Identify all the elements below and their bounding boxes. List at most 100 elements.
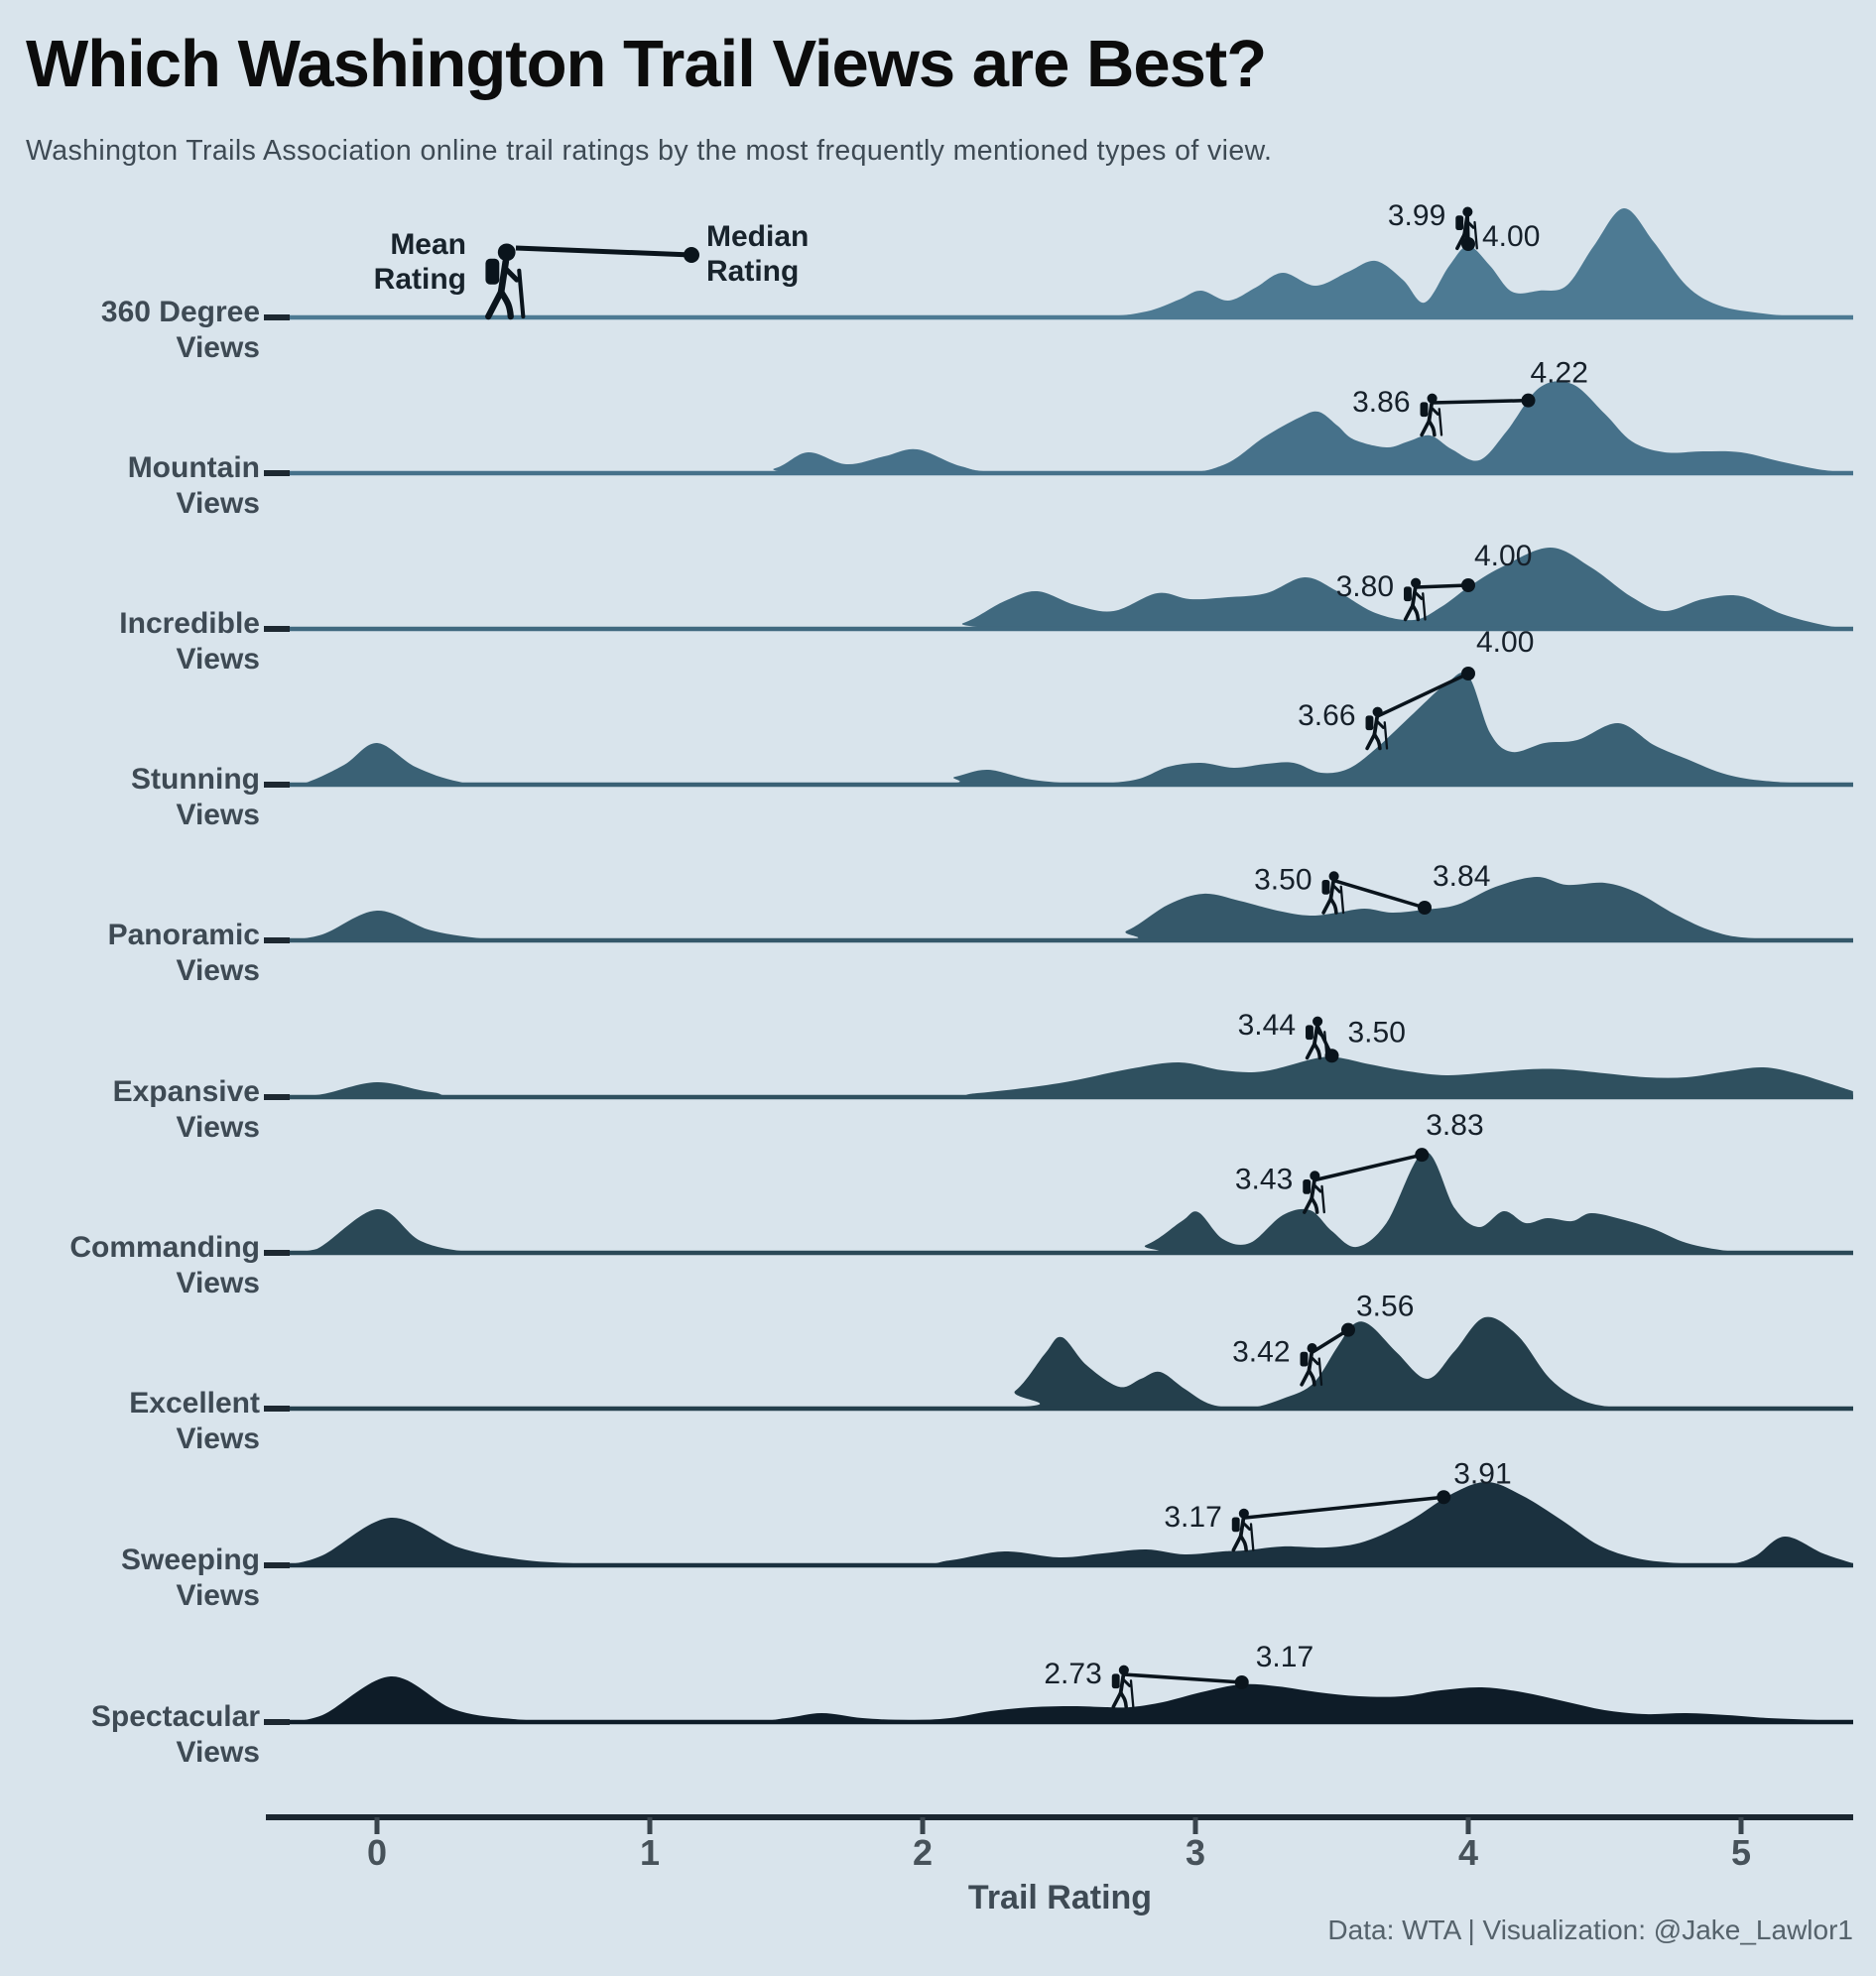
hiker-icon: [1420, 393, 1443, 437]
trekking-pole: [1438, 408, 1443, 436]
backpack: [1455, 215, 1464, 230]
mean-median-connector: [1243, 1495, 1444, 1520]
hiker-icon: [1321, 871, 1345, 915]
backpack: [1231, 1517, 1240, 1533]
legend-median-dot: [684, 247, 699, 263]
trekking-pole: [1383, 721, 1389, 750]
row-label: Commanding Views: [69, 1231, 260, 1299]
page-title: Which Washington Trail Views are Best?: [26, 27, 1267, 101]
median-value-label: 3.91: [1453, 1457, 1511, 1490]
x-axis: 0 1 2 3 4 5: [266, 1814, 1853, 1873]
trekking-pole: [1422, 592, 1427, 621]
credit-line: Data: WTA | Visualization: @Jake_Lawlor1: [1327, 1914, 1853, 1945]
legend-median-label: Median Rating: [706, 220, 810, 288]
trekking-pole: [517, 268, 526, 319]
mean-median-connector: [1432, 398, 1529, 405]
ridge-row: Stunning Views 3.66 4.00: [131, 626, 1853, 831]
trekking-pole: [1249, 1523, 1255, 1551]
mean-median-connector: [1123, 1672, 1242, 1684]
x-axis-title: Trail Rating: [967, 1879, 1153, 1916]
mean-value-label: 3.42: [1232, 1335, 1290, 1368]
axis-tick-label: 1: [640, 1832, 660, 1873]
median-value-label: 4.00: [1476, 626, 1534, 659]
ridge-row: Sweeping Views 3.17 3.91: [121, 1457, 1853, 1612]
mean-value-label: 3.43: [1235, 1164, 1293, 1196]
median-value-label: 3.84: [1433, 860, 1490, 893]
row-label: Mountain Views: [128, 451, 260, 520]
hiker-icon: [1403, 577, 1427, 622]
trekking-pole: [1323, 1031, 1328, 1059]
trekking-pole: [1129, 1679, 1135, 1708]
median-value-label: 3.17: [1256, 1641, 1313, 1673]
hiker-icon: [1231, 1508, 1255, 1552]
median-dot: [1234, 1675, 1249, 1689]
row-label: Incredible Views: [119, 607, 260, 676]
median-dot: [1341, 1322, 1355, 1337]
backpack: [1321, 880, 1330, 895]
mean-value-label: 3.80: [1336, 570, 1394, 603]
density-curve: [284, 548, 1853, 629]
ridge-row: 360 Degree Views 3.99 4.00: [101, 199, 1853, 364]
ridge-row: Incredible Views 3.80 4.00: [119, 540, 1853, 676]
backpack: [485, 258, 500, 285]
density-curve: [284, 207, 1853, 317]
row-label: Spectacular Views: [91, 1700, 260, 1769]
hiker-icon: [485, 243, 526, 320]
mean-median-connector: [1376, 672, 1469, 718]
axis-tick-label: 3: [1186, 1832, 1205, 1873]
density-curve: [284, 381, 1853, 473]
trekking-pole: [1320, 1184, 1325, 1214]
median-value-label: 3.83: [1426, 1109, 1483, 1142]
row-label: 360 Degree Views: [101, 296, 260, 364]
row-label: Stunning Views: [131, 763, 260, 831]
median-dot: [1461, 578, 1475, 592]
median-value-label: 3.56: [1356, 1291, 1414, 1323]
backpack: [1365, 715, 1374, 731]
median-dot: [1418, 901, 1432, 915]
row-label: Excellent Views: [129, 1387, 260, 1455]
mean-value-label: 3.50: [1254, 864, 1312, 897]
density-curve: [284, 1316, 1853, 1409]
median-value-label: 4.00: [1474, 540, 1532, 572]
backpack: [1404, 586, 1412, 602]
ridge-row: Commanding Views 3.43 3.83: [69, 1109, 1853, 1299]
ridge-row: Excellent Views 3.42 3.56: [129, 1291, 1853, 1455]
hiker-icon: [1455, 206, 1478, 251]
backpack: [1300, 1351, 1309, 1367]
mean-value-label: 3.66: [1298, 699, 1355, 732]
density-curve: [284, 876, 1853, 940]
median-value-label: 4.00: [1482, 220, 1540, 253]
row-label: Sweeping Views: [121, 1544, 260, 1612]
mean-value-label: 3.86: [1352, 386, 1410, 419]
trekking-pole: [1317, 1357, 1323, 1386]
mean-value-label: 3.44: [1238, 1009, 1296, 1042]
backpack: [1306, 1025, 1313, 1041]
row-label: Panoramic Views: [108, 919, 260, 987]
hiker-icon: [1111, 1665, 1135, 1709]
legend: [485, 243, 699, 320]
density-curve: [284, 1056, 1853, 1097]
row-label: Expansive Views: [113, 1075, 260, 1144]
mean-value-label: 3.99: [1388, 199, 1445, 232]
legend-connector: [515, 245, 692, 258]
density-curve: [284, 672, 1853, 785]
backpack: [1420, 402, 1429, 418]
ridge-row: Spectacular Views 2.73 3.17: [91, 1641, 1853, 1769]
hiker-icon: [1305, 1016, 1328, 1060]
mean-median-connector: [1332, 878, 1426, 910]
page-subtitle: Washington Trails Association online tra…: [26, 135, 1273, 167]
axis-tick-label: 4: [1458, 1832, 1478, 1873]
median-dot: [1521, 393, 1536, 408]
median-dot: [1461, 667, 1475, 680]
ridge-row: Panoramic Views 3.50 3.84: [108, 860, 1853, 987]
ridge-row: Mountain Views 3.86 4.22: [128, 357, 1853, 520]
median-dot: [1437, 1490, 1451, 1505]
hiker-icon: [1300, 1343, 1323, 1387]
density-curve: [284, 1481, 1853, 1565]
mean-value-label: 2.73: [1044, 1658, 1101, 1690]
axis-tick-label: 0: [367, 1832, 387, 1873]
hiker-icon: [1303, 1171, 1325, 1214]
ridge-row: Expansive Views 3.44 3.50: [113, 1009, 1853, 1144]
